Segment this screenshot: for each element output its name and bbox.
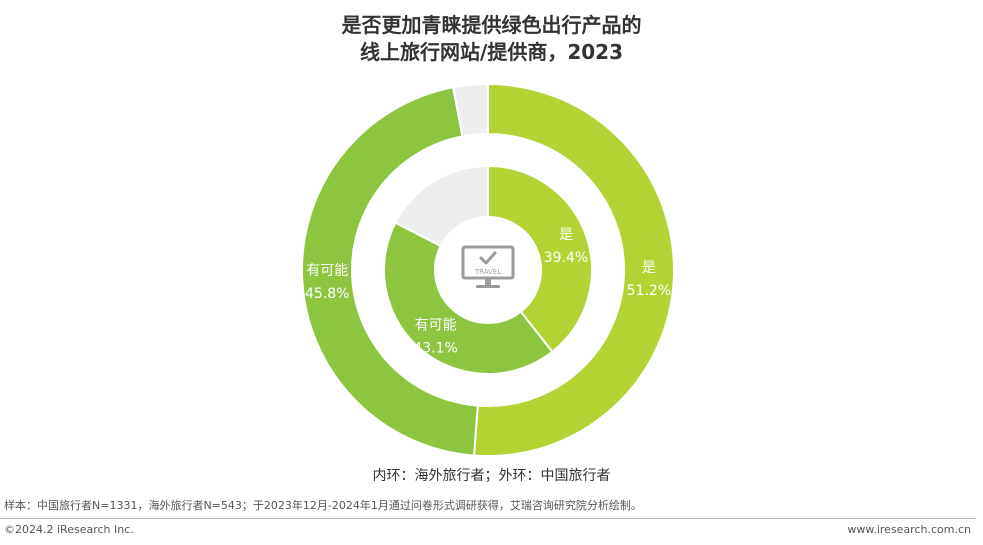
travel-icon-label: TRAVEL [474, 268, 501, 276]
outer-label-value-0: 51.2% [627, 283, 671, 299]
travel-monitor-icon: TRAVEL [461, 245, 515, 288]
chart-title-line1: 是否更加青睐提供绿色出行产品的 [341, 13, 642, 37]
outer-ring [300, 82, 675, 457]
inner-label-value-0: 39.4% [544, 250, 588, 266]
chart-title: 是否更加青睐提供绿色出行产品的 线上旅行网站/提供商，2023 [0, 12, 983, 66]
outer-slice-other [451, 82, 489, 138]
center-circle [435, 217, 541, 323]
inner-label-value-1: 43.1% [413, 341, 457, 357]
chart-title-line2: 线上旅行网站/提供商，2023 [360, 40, 623, 64]
ring-legend-caption: 内环：海外旅行者；外环：中国旅行者 [372, 468, 611, 484]
outer-slice-maybe [300, 86, 479, 457]
inner-label-category-0: 是 [559, 227, 573, 243]
outer-slice-yes [472, 82, 675, 457]
footer-divider [0, 518, 976, 519]
slice-labels: 是 39.4% 有可能 43.1% 是 51.2% 有可能 45.8% [305, 227, 671, 357]
outer-label-category-0: 是 [642, 260, 656, 276]
inner-label-category-1: 有可能 [415, 318, 457, 334]
source-note: 样本：中国旅行者N=1331，海外旅行者N=543；于2023年12月-2024… [4, 499, 642, 512]
outer-label-value-1: 45.8% [305, 286, 349, 302]
website-link[interactable]: www.iresearch.com.cn [847, 523, 971, 536]
inner-ring [383, 164, 593, 375]
copyright-text: ©2024.2 iResearch Inc. [4, 523, 134, 536]
outer-label-category-1: 有可能 [306, 263, 348, 279]
